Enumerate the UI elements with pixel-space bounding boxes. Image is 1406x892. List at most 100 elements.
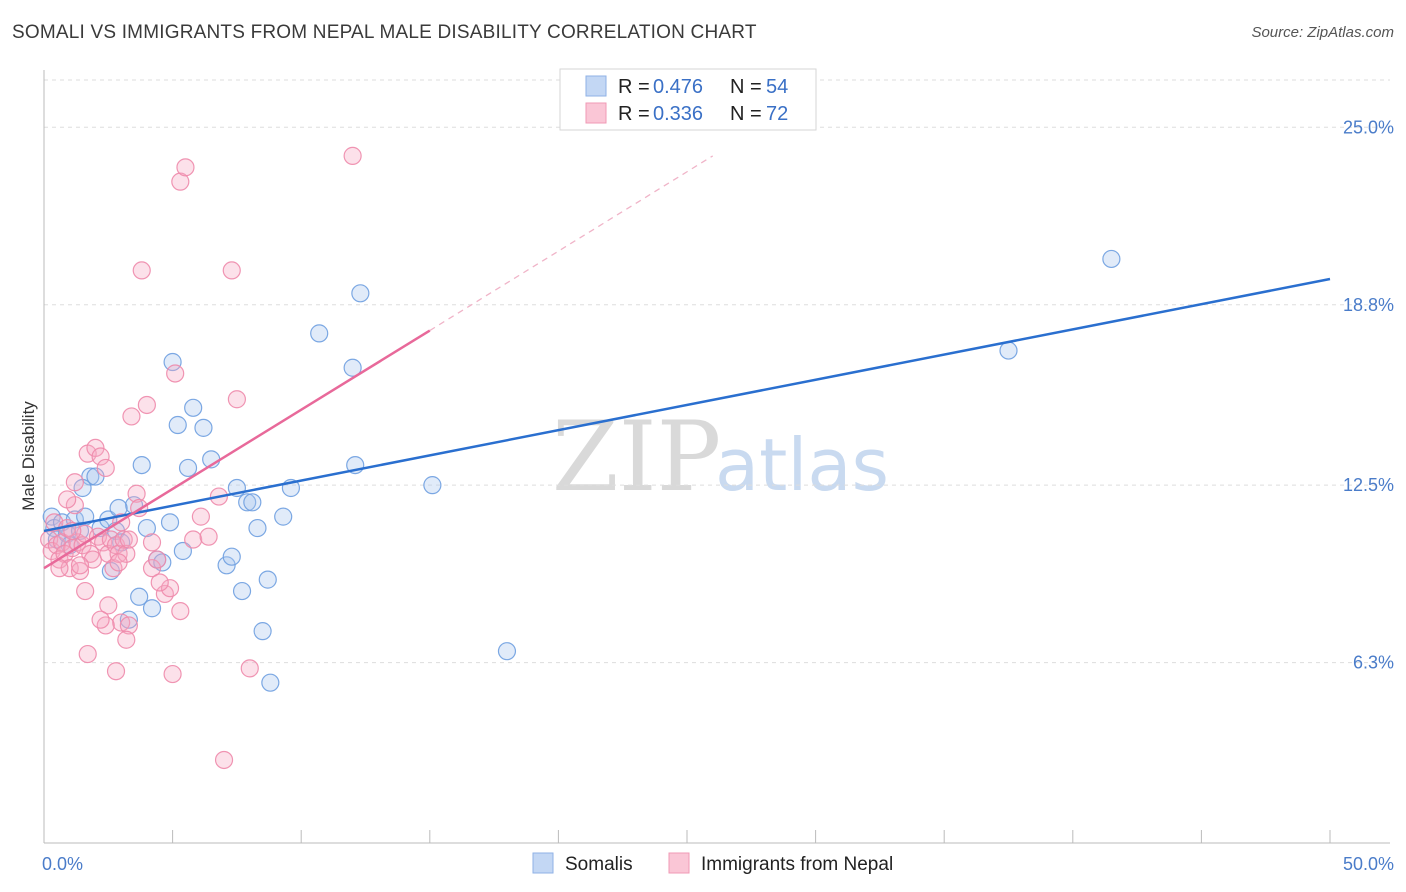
nepal-point-59 xyxy=(163,664,182,684)
nepal-point-29 xyxy=(114,530,133,549)
somali-trend-line xyxy=(43,277,1331,533)
somali-point-20 xyxy=(137,518,156,538)
somali-point-35 xyxy=(232,581,252,601)
somali-point-51 xyxy=(1102,249,1121,269)
y-tick-labels: 6.3% 12.5% 18.8% 25.0% xyxy=(1343,117,1394,672)
legend-r-value-somali: 0.476 xyxy=(653,76,703,98)
nepal-point-55 xyxy=(65,473,84,492)
somali-point-24 xyxy=(160,513,180,532)
nepal-point-63 xyxy=(343,146,362,165)
nepal-point-56 xyxy=(76,581,95,601)
watermark-zip: ZIP xyxy=(552,401,721,513)
chart-title: SOMALI VS IMMIGRANTS FROM NEPAL MALE DIS… xyxy=(12,22,757,43)
nepal-point-40 xyxy=(166,364,185,383)
somali-point-29 xyxy=(184,398,203,417)
nepal-point-31 xyxy=(119,530,138,549)
nepal-point-32 xyxy=(122,407,141,426)
somali-point-37 xyxy=(243,493,262,512)
nepal-point-65 xyxy=(70,556,90,575)
nepal-trend-line xyxy=(43,329,431,570)
somali-point-23 xyxy=(153,553,172,572)
bottom-legend: Somalis Immigrants from Nepal xyxy=(532,852,893,875)
somali-point-45 xyxy=(343,358,362,377)
nepal-points xyxy=(40,146,362,770)
somali-point-21 xyxy=(142,599,162,618)
watermark-atlas: atlas xyxy=(715,423,889,507)
y-tick-label-2: 18.8% xyxy=(1343,295,1394,315)
legend-r-label-somali: R = xyxy=(618,76,650,98)
nepal-point-43 xyxy=(184,530,203,549)
legend-swatch-nepal xyxy=(585,102,607,124)
nepal-point-48 xyxy=(222,261,241,280)
nepal-point-53 xyxy=(119,616,138,635)
nepal-point-38 xyxy=(155,584,174,604)
legend-n-value-nepal: 72 xyxy=(766,103,788,125)
somali-point-50 xyxy=(999,341,1018,360)
gridlines xyxy=(44,79,1390,664)
somali-point-44 xyxy=(310,324,329,343)
nepal-point-47 xyxy=(214,750,234,770)
nepal-point-41 xyxy=(171,172,190,191)
somali-point-19 xyxy=(132,455,151,475)
somali-point-41 xyxy=(261,673,280,692)
somali-point-27 xyxy=(173,541,192,561)
somali-point-42 xyxy=(274,507,293,526)
nepal-point-45 xyxy=(199,527,218,546)
nepal-point-51 xyxy=(99,596,118,615)
nepal-point-71 xyxy=(142,533,162,552)
axes xyxy=(43,70,1390,844)
nepal-point-5 xyxy=(52,533,72,552)
nepal-point-20 xyxy=(91,447,110,466)
bottom-legend-label-somali: Somalis xyxy=(565,854,633,875)
nepal-point-34 xyxy=(132,261,151,280)
legend-n-label-nepal: N = xyxy=(730,103,762,125)
nepal-point-58 xyxy=(106,662,126,681)
somali-point-32 xyxy=(217,556,236,575)
somali-point-25 xyxy=(163,352,182,372)
nepal-point-33 xyxy=(127,484,146,503)
nepal-point-54 xyxy=(150,573,169,592)
bottom-legend-label-nepal: Immigrants from Nepal xyxy=(701,854,893,875)
chart-source: Source: ZipAtlas.com xyxy=(1251,24,1394,41)
nepal-point-60 xyxy=(78,644,97,664)
somali-point-30 xyxy=(194,418,213,437)
nepal-point-22 xyxy=(96,458,115,478)
nepal-point-12 xyxy=(70,561,90,581)
nepal-point-57 xyxy=(96,616,115,635)
somali-point-36 xyxy=(238,493,257,512)
nepal-point-69 xyxy=(109,553,128,572)
somali-point-33 xyxy=(222,547,241,566)
nepal-point-25 xyxy=(104,559,123,578)
nepal-point-64 xyxy=(58,490,77,509)
somali-point-26 xyxy=(168,415,187,435)
nepal-point-24 xyxy=(101,530,120,549)
legend-n-value-somali: 54 xyxy=(766,76,788,98)
y-tick-label-3: 25.0% xyxy=(1343,117,1394,137)
nepal-point-37 xyxy=(148,550,167,569)
nepal-point-39 xyxy=(160,579,180,598)
legend: R = 0.476 N = 54 R = 0.336 N = 72 xyxy=(559,68,817,131)
somali-point-18 xyxy=(130,587,149,606)
nepal-point-44 xyxy=(191,507,210,526)
somali-point-48 xyxy=(423,476,442,495)
legend-n-label-somali: N = xyxy=(730,76,762,98)
nepal-point-8 xyxy=(60,559,79,578)
legend-r-value-nepal: 0.336 xyxy=(653,103,703,125)
nepal-point-50 xyxy=(240,659,259,678)
nepal-point-62 xyxy=(171,601,190,621)
somali-point-47 xyxy=(351,284,370,303)
nepal-point-35 xyxy=(137,395,156,415)
y-axis-title: Male Disability xyxy=(19,401,38,511)
legend-r-label-nepal: R = xyxy=(618,103,650,125)
somali-point-39 xyxy=(253,622,272,641)
x-tick-label-min: 0.0% xyxy=(42,854,83,874)
nepal-point-36 xyxy=(142,559,162,578)
nepal-point-49 xyxy=(227,390,246,409)
y-tick-label-1: 12.5% xyxy=(1343,475,1394,495)
legend-swatch-somali xyxy=(585,75,607,97)
y-tick-label-0: 6.3% xyxy=(1353,653,1394,673)
bottom-legend-swatch-nepal xyxy=(668,852,690,874)
nepal-point-61 xyxy=(117,630,136,649)
nepal-trend-extension xyxy=(429,155,714,332)
